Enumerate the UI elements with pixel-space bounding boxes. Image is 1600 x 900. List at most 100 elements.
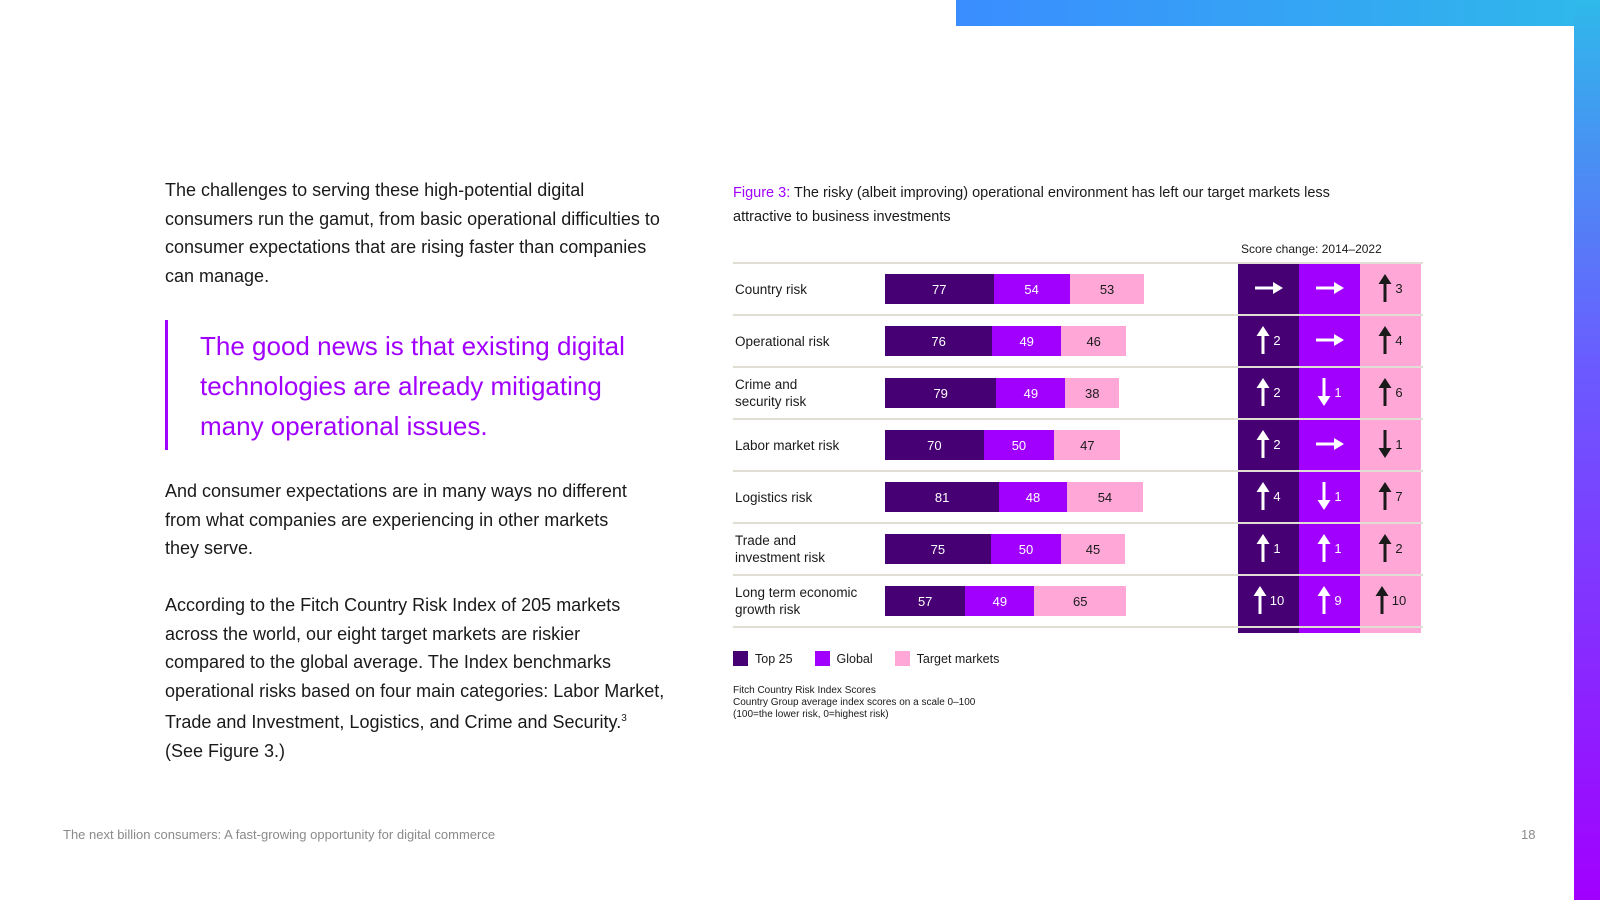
score-change-cell-target: 3	[1360, 263, 1421, 313]
score-change-value: 10	[1269, 592, 1285, 608]
arrow-up-icon	[1378, 378, 1392, 406]
bar-target: 45	[1061, 534, 1125, 564]
bar-top25: 57	[885, 586, 966, 616]
score-change-value: 4	[1395, 332, 1403, 348]
bar-target: 65	[1034, 586, 1127, 616]
score-change-cell-global	[1299, 419, 1360, 469]
score-change-cell-global: 1	[1299, 471, 1360, 521]
score-change-value: 1	[1395, 436, 1403, 452]
category-label: Long term economic growth risk	[735, 585, 858, 617]
paragraph-3: According to the Fitch Country Risk Inde…	[165, 591, 665, 765]
score-change-value: 2	[1273, 384, 1281, 400]
arrow-down-icon	[1378, 430, 1392, 458]
category-label: Trade and investment risk	[735, 533, 826, 565]
paragraph-2-block: And consumer expectations are in many wa…	[165, 477, 635, 563]
figure-caption-text: The risky (albeit improving) operational…	[733, 185, 1330, 225]
score-change-cell-global: 9	[1299, 575, 1360, 625]
score-change-cell-target: 10	[1360, 575, 1421, 625]
paragraph-3-main: According to the Fitch Country Risk Inde…	[165, 595, 665, 732]
arrow-up-icon	[1256, 430, 1270, 458]
notes-line-1: Fitch Country Risk Index Scores	[733, 685, 876, 696]
arrow-down-icon	[1317, 482, 1331, 510]
category-label: Logistics risk	[735, 489, 813, 505]
score-change-value: 1	[1334, 540, 1342, 556]
chart-legend: Top 25 Global Target markets	[733, 651, 999, 666]
bar-top25: 70	[885, 430, 984, 460]
score-change-cell-global	[1299, 315, 1360, 365]
score-change-cell-global: 1	[1299, 367, 1360, 417]
bar-top25: 81	[885, 482, 1000, 512]
arrow-up-icon	[1375, 586, 1389, 614]
bar-global: 50	[983, 430, 1055, 460]
bar-top25: 77	[885, 274, 994, 304]
category-label: Labor market risk	[735, 437, 840, 453]
category-label: Crime and security risk	[735, 377, 807, 409]
paragraph-1: The challenges to serving these high-pot…	[165, 180, 660, 286]
risk-index-chart: Country risk 77 54 53 3 Operational risk 76 49 4…	[733, 262, 1423, 635]
pull-quote: The good news is that existing digital t…	[165, 320, 645, 450]
arrow-up-icon	[1378, 482, 1392, 510]
row-divider	[733, 522, 1423, 524]
bar-target: 46	[1061, 326, 1127, 356]
score-change-value: 3	[1395, 280, 1403, 296]
legend-swatch-target	[894, 651, 910, 666]
pull-quote-text: The good news is that existing digital t…	[200, 331, 625, 441]
bar-global: 49	[996, 378, 1066, 408]
row-divider	[733, 574, 1423, 576]
score-change-cell-top25: 10	[1238, 575, 1299, 625]
arrow-up-icon	[1256, 534, 1270, 562]
bar-top25: 76	[885, 326, 993, 356]
bar-global: 50	[990, 534, 1062, 564]
legend-swatch-global	[814, 651, 830, 666]
legend-item-target: Target markets	[894, 651, 1000, 666]
figure-caption: Figure 3: The risky (albeit improving) o…	[733, 181, 1333, 229]
score-change-cell-target: 1	[1360, 419, 1421, 469]
legend-label-top25: Top 25	[755, 651, 793, 666]
score-change-column-top25	[1238, 263, 1299, 633]
category-label: Country risk	[735, 281, 808, 297]
score-change-cell-target: 4	[1360, 315, 1421, 365]
paragraph-3-block: According to the Fitch Country Risk Inde…	[165, 591, 665, 765]
row-divider	[733, 418, 1423, 420]
score-change-cell-top25	[1238, 263, 1299, 313]
bar-global: 49	[992, 326, 1062, 356]
footnote-ref[interactable]: 3	[621, 713, 627, 724]
arrow-up-icon	[1253, 586, 1267, 614]
arrow-up-icon	[1317, 586, 1331, 614]
page-number: 18	[1521, 827, 1536, 842]
legend-item-top25: Top 25	[733, 651, 793, 666]
score-change-value: 2	[1395, 540, 1403, 556]
legend-label-global: Global	[836, 651, 873, 666]
bar-top25: 75	[885, 534, 991, 564]
arrow-up-icon	[1378, 326, 1392, 354]
bar-target: 47	[1054, 430, 1121, 460]
bar-global: 48	[999, 482, 1067, 512]
arrow-up-icon	[1256, 378, 1270, 406]
bar-target: 54	[1066, 482, 1143, 512]
figure-label: Figure 3:	[733, 185, 791, 201]
score-change-value: 2	[1273, 332, 1281, 348]
top-gradient-bar	[956, 0, 1600, 26]
bar-top25: 79	[885, 378, 997, 408]
score-change-value: 1	[1334, 384, 1342, 400]
footer-title: The next billion consumers: A fast-growi…	[63, 827, 496, 842]
score-change-value: 6	[1395, 384, 1403, 400]
arrow-up-icon	[1256, 482, 1270, 510]
score-change-value: 10	[1391, 592, 1407, 608]
bar-global: 54	[993, 274, 1070, 304]
row-divider	[733, 366, 1423, 368]
score-change-cell-target: 7	[1360, 471, 1421, 521]
arrow-flat-icon	[1254, 282, 1283, 294]
arrow-up-icon	[1317, 534, 1331, 562]
side-gradient-bar	[1574, 0, 1600, 900]
score-change-cell-global: 1	[1299, 523, 1360, 573]
legend-item-global: Global	[814, 651, 873, 666]
arrow-up-icon	[1256, 326, 1270, 354]
arrow-flat-icon	[1315, 438, 1344, 450]
legend-label-target: Target markets	[916, 651, 1000, 666]
score-change-header: Score change: 2014–2022	[1241, 242, 1382, 256]
arrow-up-icon	[1378, 274, 1392, 302]
score-change-column-global	[1299, 263, 1360, 633]
score-change-cell-top25: 2	[1238, 367, 1299, 417]
score-change-cell-global	[1299, 263, 1360, 313]
